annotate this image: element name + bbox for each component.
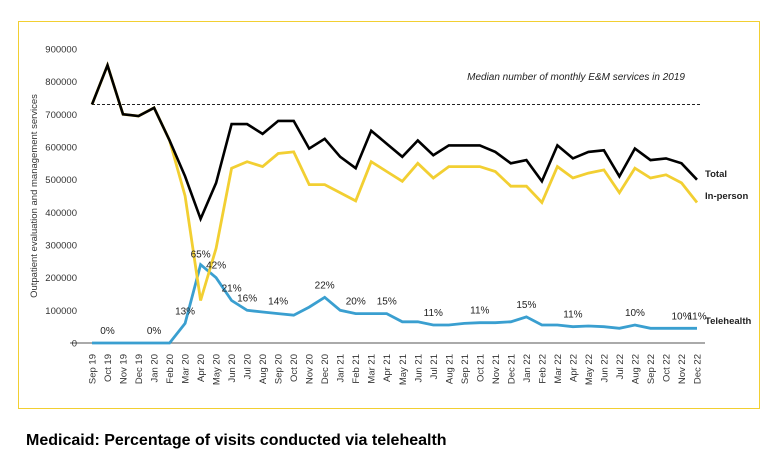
data-label: 11%	[470, 306, 489, 317]
data-label: 10%	[625, 308, 645, 319]
data-label: 10%	[671, 311, 691, 322]
x-tick-label: Mar 21	[367, 354, 378, 384]
data-label: 11%	[687, 311, 706, 322]
y-tick-label: 800000	[45, 77, 77, 88]
x-tick-label: Dec 21	[506, 354, 517, 384]
x-tick-label: Jan 20	[150, 354, 161, 383]
y-tick-label: 0	[72, 339, 77, 350]
x-tick-label: Sep 20	[274, 354, 285, 384]
data-label: 20%	[346, 297, 366, 308]
x-tick-label: Sep 19	[88, 354, 99, 384]
y-tick-label: 600000	[45, 143, 77, 154]
series-end-label: In-person	[705, 191, 748, 202]
reference-line-label: Median number of monthly E&M services in…	[467, 72, 685, 83]
data-label: 11%	[424, 308, 443, 319]
x-tick-label: Jun 22	[599, 354, 610, 383]
y-axis-label: Outpatient evaluation and management ser…	[29, 94, 40, 298]
x-tick-label: Dec 19	[134, 354, 145, 384]
data-label: 65%	[191, 250, 211, 261]
x-tick-label: Nov 21	[491, 354, 502, 384]
data-label: 21%	[222, 284, 242, 295]
x-tick-label: Oct 21	[475, 354, 486, 382]
data-label: 16%	[237, 293, 257, 304]
series-line-in-person	[90, 61, 699, 301]
x-tick-label: Apr 20	[196, 354, 207, 382]
x-tick-label: Aug 21	[444, 354, 455, 384]
x-tick-label: Jan 22	[522, 354, 533, 383]
x-tick-label: Jul 22	[615, 354, 626, 379]
data-label: 15%	[516, 300, 536, 311]
y-tick-label: 100000	[45, 306, 77, 317]
data-label: 11%	[563, 310, 582, 321]
y-tick-label: 700000	[45, 110, 77, 121]
x-tick-label: Jan 21	[336, 354, 347, 383]
x-tick-label: Apr 21	[382, 354, 393, 382]
data-label: 42%	[206, 261, 226, 272]
y-tick-label: 300000	[45, 241, 77, 252]
data-label: 0%	[100, 326, 115, 337]
x-tick-label: Apr 22	[568, 354, 579, 382]
series-line-total	[90, 61, 698, 223]
x-tick-label: Feb 21	[351, 354, 362, 384]
x-tick-label: Feb 20	[165, 354, 176, 384]
series-end-label: Telehealth	[705, 316, 751, 327]
x-tick-label: Aug 22	[630, 354, 641, 384]
caption: Medicaid: Percentage of visits conducted…	[26, 432, 447, 449]
x-tick-label: Mar 20	[181, 354, 192, 384]
x-tick-label: May 22	[584, 354, 595, 385]
y-tick-label: 200000	[45, 273, 77, 284]
data-label: 14%	[268, 297, 288, 308]
x-tick-label: Oct 19	[103, 354, 114, 382]
x-tick-label: May 20	[212, 354, 223, 385]
x-tick-label: Mar 22	[553, 354, 564, 384]
x-tick-label: Oct 20	[289, 354, 300, 382]
y-tick-label: 500000	[45, 175, 77, 186]
data-label: 13%	[175, 306, 195, 317]
x-tick-label: Dec 22	[693, 354, 704, 384]
x-tick-label: Sep 22	[646, 354, 657, 384]
data-label: 22%	[315, 280, 335, 291]
y-tick-label: 400000	[45, 208, 77, 219]
data-label: 15%	[377, 297, 397, 308]
x-tick-label: Jun 21	[413, 354, 424, 383]
x-tick-label: Dec 20	[320, 354, 331, 384]
series-end-label: Total	[705, 169, 727, 180]
y-tick-label: 900000	[45, 45, 77, 56]
x-tick-label: Jul 21	[429, 354, 440, 379]
x-tick-label: Oct 22	[661, 354, 672, 382]
x-tick-label: Jul 20	[243, 354, 254, 379]
data-label: 0%	[147, 326, 162, 337]
x-tick-label: Aug 20	[258, 354, 269, 384]
x-tick-label: Feb 22	[537, 354, 548, 384]
x-tick-label: Jun 20	[227, 354, 238, 383]
x-tick-label: Nov 22	[677, 354, 688, 384]
x-tick-label: Sep 21	[460, 354, 471, 384]
series-line-telehealth	[92, 262, 697, 345]
x-tick-label: Nov 20	[305, 354, 316, 384]
x-tick-label: May 21	[398, 354, 409, 385]
x-tick-label: Nov 19	[119, 354, 130, 384]
